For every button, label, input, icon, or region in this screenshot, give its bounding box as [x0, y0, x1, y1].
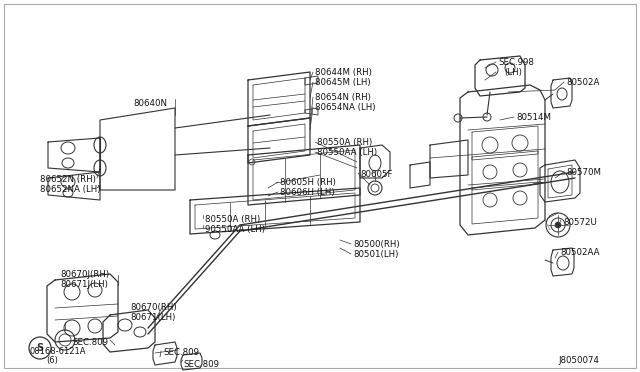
Text: J8050074: J8050074	[558, 356, 599, 365]
Text: 80514M: 80514M	[516, 113, 551, 122]
Text: 80670J(RH): 80670J(RH)	[60, 270, 109, 279]
Text: 80652N (RH): 80652N (RH)	[40, 175, 96, 184]
Text: 08168-6121A: 08168-6121A	[30, 347, 86, 356]
Text: 80550A (RH): 80550A (RH)	[205, 215, 260, 224]
Text: 80670(RH): 80670(RH)	[130, 303, 177, 312]
Text: 80671J(LH): 80671J(LH)	[60, 280, 108, 289]
Text: 80644M (RH): 80644M (RH)	[315, 68, 372, 77]
Text: 80640N: 80640N	[133, 99, 167, 108]
Text: 80606H (LH): 80606H (LH)	[280, 188, 335, 197]
Text: 80501(LH): 80501(LH)	[353, 250, 398, 259]
Text: (LH): (LH)	[504, 68, 522, 77]
Text: 80654N (RH): 80654N (RH)	[315, 93, 371, 102]
Text: SEC.809: SEC.809	[72, 338, 108, 347]
Ellipse shape	[555, 222, 561, 228]
Text: SEC.809: SEC.809	[163, 348, 199, 357]
Text: 80645M (LH): 80645M (LH)	[315, 78, 371, 87]
Text: 80502AA: 80502AA	[560, 248, 600, 257]
Text: SEC.809: SEC.809	[183, 360, 219, 369]
Text: 80605H (RH): 80605H (RH)	[280, 178, 336, 187]
Text: 80502A: 80502A	[566, 78, 600, 87]
Text: 80652NA (LH): 80652NA (LH)	[40, 185, 100, 194]
Text: 80570M: 80570M	[566, 168, 601, 177]
Text: 80654NA (LH): 80654NA (LH)	[315, 103, 376, 112]
Text: SEC.998: SEC.998	[498, 58, 534, 67]
Text: 80550AA (LH): 80550AA (LH)	[317, 148, 377, 157]
Text: 90550AA (LH): 90550AA (LH)	[205, 225, 265, 234]
Text: S: S	[36, 343, 44, 353]
Text: 80572U: 80572U	[563, 218, 597, 227]
Text: 80605F: 80605F	[360, 170, 392, 179]
Text: 80671(LH): 80671(LH)	[130, 313, 175, 322]
Text: 80500(RH): 80500(RH)	[353, 240, 399, 249]
Text: (6): (6)	[46, 356, 58, 365]
Text: 80550A (RH): 80550A (RH)	[317, 138, 372, 147]
